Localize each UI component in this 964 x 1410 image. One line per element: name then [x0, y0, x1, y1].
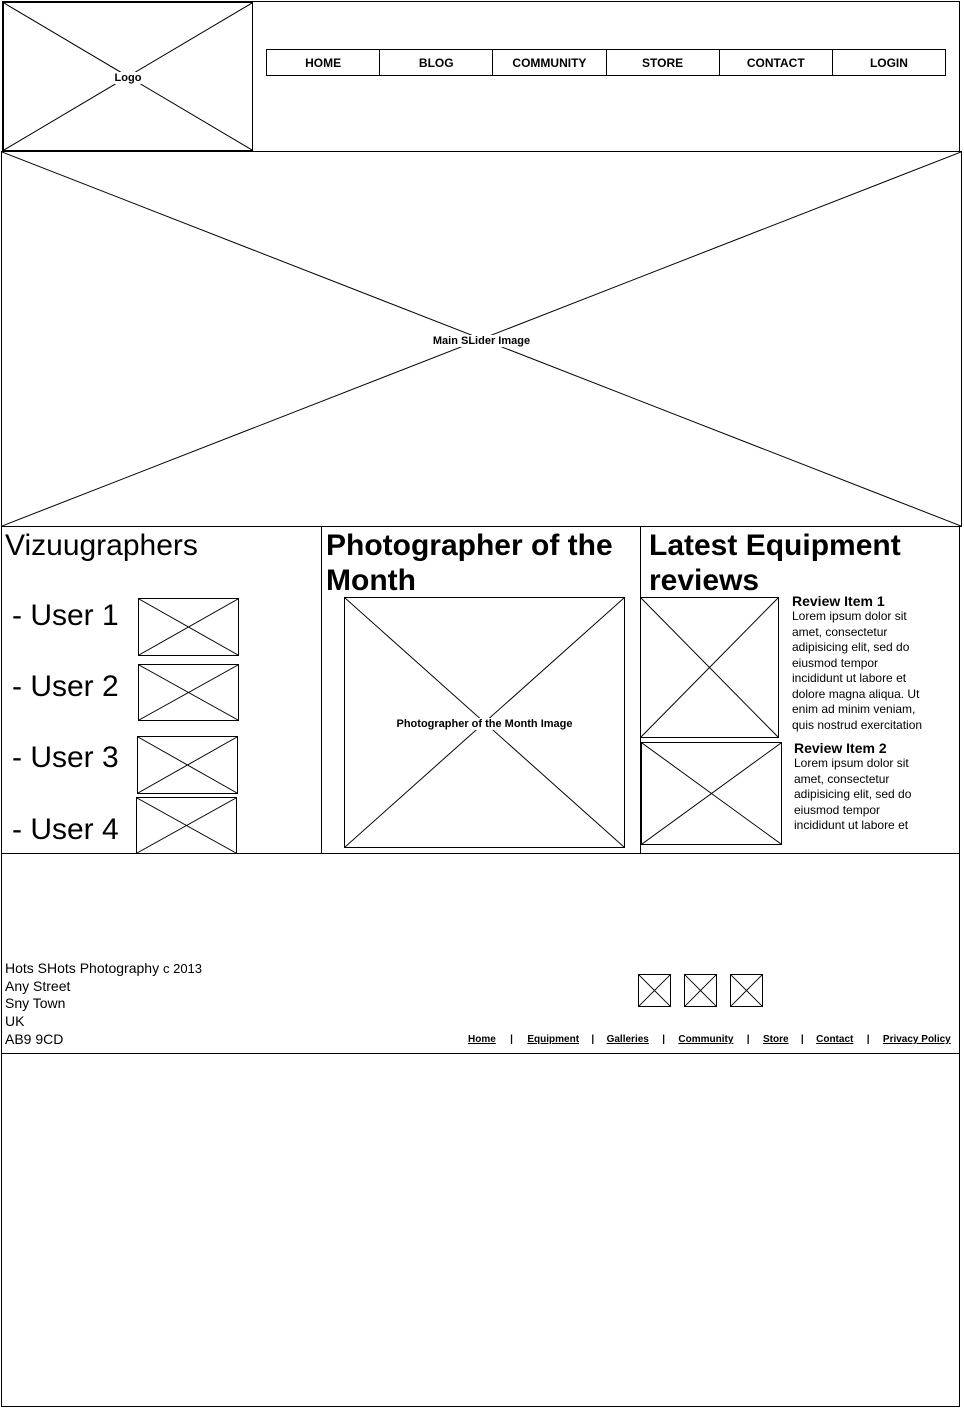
- user-3-label[interactable]: - User 3: [12, 741, 119, 774]
- logo[interactable]: Logo: [3, 2, 253, 151]
- review-2-line: amet, consectetur: [794, 771, 890, 786]
- review-1-line: adipisicing elit, sed do: [792, 640, 910, 654]
- nav-home[interactable]: HOME: [267, 50, 381, 75]
- footer-link-galleries[interactable]: Galleries: [606, 1034, 649, 1045]
- user-3-thumbnail[interactable]: [137, 736, 238, 794]
- nav-community[interactable]: COMMUNITY: [493, 50, 607, 75]
- slider-label: Main SLider Image: [430, 335, 533, 347]
- main-slider-image[interactable]: Main SLider Image: [1, 151, 962, 527]
- vizuugraphers-title: Vizuugraphers: [5, 529, 198, 562]
- review-1[interactable]: Review Item 1 Lorem ipsum dolor sit amet…: [792, 593, 952, 733]
- nav-store[interactable]: STORE: [607, 50, 720, 75]
- footer-link-separator: |: [510, 1034, 513, 1045]
- page-below-footer: [1, 1053, 960, 1407]
- footer-link-community[interactable]: Community: [678, 1034, 734, 1045]
- photographer-of-month-image[interactable]: Photographer of the Month Image: [344, 597, 625, 848]
- footer-company-line: Hots SHots Photography c 2013: [5, 960, 202, 978]
- footer-link-contact[interactable]: Contact: [816, 1034, 854, 1045]
- review-2-line: eiusmod tempor: [794, 802, 881, 817]
- reviews-title: Latest Equipment reviews: [649, 528, 901, 598]
- footer-link-equipment[interactable]: Equipment: [527, 1034, 580, 1045]
- review-1-line: amet, consectetur: [792, 624, 888, 639]
- footer-link-separator: |: [746, 1034, 750, 1045]
- review-2-image[interactable]: [641, 742, 782, 845]
- social-icon-1[interactable]: [638, 974, 671, 1007]
- user-4-thumbnail[interactable]: [136, 797, 237, 854]
- footer-link-privacy-policy[interactable]: Privacy Policy: [882, 1034, 951, 1045]
- user-1-thumbnail[interactable]: [138, 598, 239, 656]
- social-icon-3[interactable]: [730, 974, 763, 1007]
- footer-postcode: AB9 9CD: [5, 1030, 64, 1047]
- main-nav: HOME BLOG COMMUNITY STORE CONTACT LOGIN: [266, 49, 946, 76]
- review-2-line: incididunt ut labore et: [794, 818, 909, 832]
- footer-company: Hots SHots Photography: [5, 960, 160, 976]
- logo-label: Logo: [112, 72, 144, 84]
- footer-link-separator: |: [800, 1034, 804, 1045]
- social-icon-2[interactable]: [684, 974, 717, 1007]
- footer: [1, 853, 960, 1054]
- review-2-text: Lorem ipsum dolor sit amet, consectetur …: [794, 756, 954, 834]
- review-1-line: incididunt ut labore et: [792, 671, 907, 685]
- review-2-line: adipisicing elit, sed do: [794, 787, 912, 801]
- review-1-line: quis nostrud exercitation: [792, 717, 923, 732]
- footer-copyright: c 2013: [162, 961, 203, 976]
- footer-links: Home | Equipment | Galleries | Community…: [468, 1034, 951, 1045]
- user-2-label[interactable]: - User 2: [12, 670, 119, 703]
- review-1-line: Lorem ipsum dolor sit: [792, 609, 907, 623]
- review-1-line: eiusmod tempor: [792, 655, 879, 670]
- photographer-title-line2: Month: [326, 564, 416, 597]
- review-1-text: Lorem ipsum dolor sit amet, consectetur …: [792, 609, 952, 733]
- review-2[interactable]: Review Item 2 Lorem ipsum dolor sit amet…: [794, 740, 954, 834]
- review-1-line: enim ad minim veniam,: [792, 702, 916, 716]
- user-2-thumbnail[interactable]: [138, 664, 239, 721]
- footer-link-store[interactable]: Store: [762, 1034, 789, 1045]
- user-4-label[interactable]: - User 4: [12, 813, 119, 846]
- footer-country: UK: [5, 1013, 25, 1030]
- reviews-title-line1: Latest Equipment: [649, 529, 901, 562]
- review-1-title[interactable]: Review Item 1: [792, 593, 885, 609]
- review-1-image[interactable]: [640, 597, 779, 738]
- photographer-title-line1: Photographer of the: [326, 529, 613, 562]
- nav-blog[interactable]: BLOG: [380, 50, 494, 75]
- reviews-title-line2: reviews: [649, 564, 760, 597]
- footer-link-home[interactable]: Home: [468, 1034, 496, 1045]
- photographer-image-label: Photographer of the Month Image: [394, 718, 575, 730]
- user-1-label[interactable]: - User 1: [12, 599, 119, 632]
- footer-link-separator: |: [591, 1034, 595, 1045]
- review-2-title[interactable]: Review Item 2: [794, 740, 887, 756]
- footer-link-separator: |: [662, 1034, 666, 1045]
- footer-address: Hots SHots Photography c 2013 Any Street…: [5, 960, 202, 1049]
- review-1-line: dolore magna aliqua. Ut: [792, 686, 920, 701]
- footer-link-separator: |: [866, 1034, 870, 1045]
- nav-contact[interactable]: CONTACT: [720, 50, 833, 75]
- footer-street: Any Street: [5, 977, 71, 994]
- footer-town: Sny Town: [5, 995, 66, 1012]
- review-2-line: Lorem ipsum dolor sit: [794, 756, 909, 770]
- photographer-title: Photographer of the Month: [326, 528, 613, 598]
- nav-login[interactable]: LOGIN: [869, 55, 908, 70]
